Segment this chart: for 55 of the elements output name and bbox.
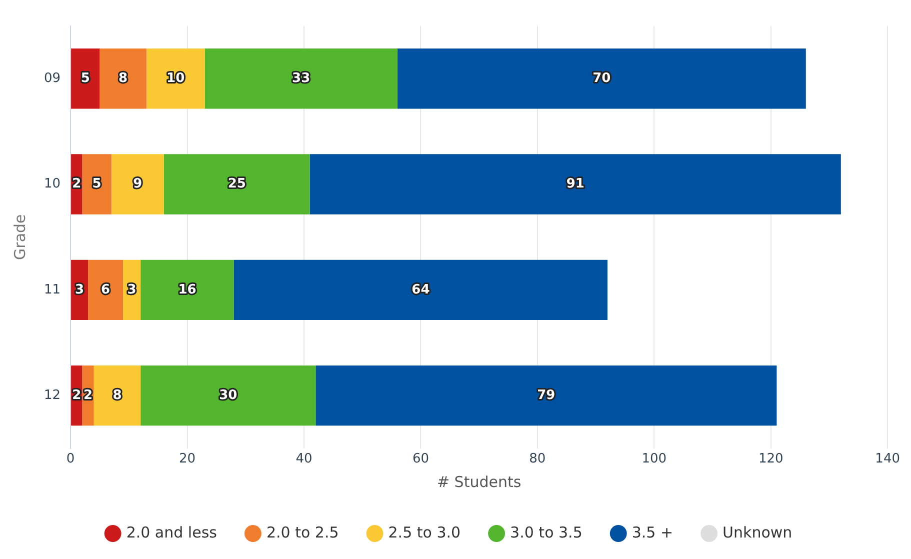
data-label: 5: [92, 176, 102, 192]
y-tick-label: 09: [44, 71, 61, 86]
x-axis-title: # Students: [436, 472, 522, 491]
data-label: 9: [133, 176, 142, 192]
data-label: 6: [101, 282, 110, 298]
y-axis-title: Grade: [10, 214, 29, 260]
data-label: 8: [112, 388, 122, 403]
data-label: 33: [292, 71, 310, 86]
data-label: 8: [118, 71, 128, 86]
bar: [146, 48, 205, 109]
data-label: 3: [127, 282, 136, 298]
data-label: 91: [566, 176, 584, 192]
bar: [204, 48, 398, 109]
y-tick-label: 11: [44, 282, 61, 298]
x-tick-label: 140: [875, 452, 900, 467]
data-label: 2: [72, 388, 82, 403]
bar: [111, 154, 164, 214]
data-label: 64: [412, 282, 430, 298]
data-label: 25: [228, 176, 246, 192]
legend-label: 2.0 to 2.5: [266, 523, 339, 542]
bar: [140, 365, 316, 426]
bar: [71, 48, 100, 109]
data-label: 10: [166, 71, 185, 86]
data-label: 5: [80, 71, 90, 86]
bar: [94, 365, 141, 426]
bar: [310, 154, 841, 214]
bar: [397, 48, 806, 109]
legend-label: 2.0 and less: [126, 523, 218, 542]
data-label: 2: [84, 388, 93, 403]
bar: [82, 154, 112, 214]
x-tick-label: 100: [642, 452, 667, 467]
bar: [234, 260, 608, 320]
data-label: 16: [178, 282, 196, 298]
data-label: 70: [592, 71, 611, 86]
y-tick-label: 12: [44, 388, 61, 403]
x-tick-label: 20: [178, 452, 196, 467]
legend-label: 2.5 to 3.0: [388, 523, 461, 542]
bar: [140, 260, 234, 320]
x-tick-label: 120: [758, 452, 784, 467]
legend-label: Unknown: [722, 523, 792, 542]
x-tick-label: 60: [412, 452, 429, 467]
x-tick-label: 0: [66, 452, 75, 467]
bar: [100, 48, 146, 109]
legend-label: 3.0 to 3.5: [510, 523, 582, 542]
data-label: 2: [72, 176, 82, 192]
x-tick-label: 40: [296, 452, 312, 467]
bar: [316, 365, 777, 426]
y-tick-label: 10: [44, 176, 61, 192]
data-label: 79: [537, 388, 556, 403]
bar: [164, 154, 310, 214]
data-label: 3: [75, 282, 84, 298]
bar: [88, 260, 124, 320]
x-tick-label: 80: [529, 452, 546, 467]
data-label: 30: [219, 388, 238, 403]
legend-label: 3.5 +: [632, 523, 674, 542]
